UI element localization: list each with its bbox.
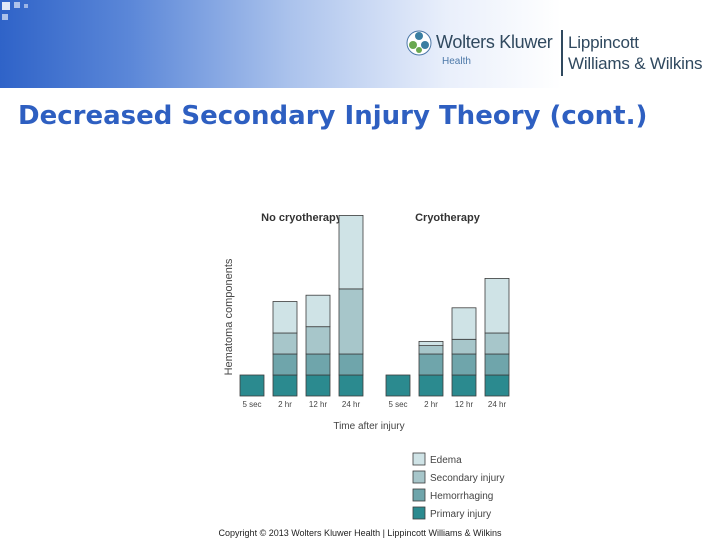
x-tick-label: 12 hr (455, 400, 474, 409)
bar-segment (305, 374, 331, 397)
bar-segment (418, 374, 444, 397)
brand-divider (561, 30, 563, 76)
legend-swatch (412, 506, 426, 520)
slide-title: Decreased Secondary Injury Theory (cont.… (18, 101, 648, 131)
x-tick-label: 24 hr (488, 400, 507, 409)
wolters-kluwer-logo-icon (406, 30, 432, 56)
header-band (0, 0, 720, 88)
bar-segment (338, 353, 364, 376)
bar-segment (305, 353, 331, 376)
bar-segment (451, 353, 477, 376)
bar-segment (305, 326, 331, 355)
bar-segment (272, 374, 298, 397)
bar-segment (418, 345, 444, 355)
brand-subtitle: Health (442, 56, 471, 67)
x-tick-label: 5 sec (388, 400, 407, 409)
legend-swatch (412, 488, 426, 502)
decorative-square (24, 4, 28, 8)
hematoma-chart: Hematoma components No cryotherapy 5 sec 2 … (223, 212, 510, 520)
bar-segment (451, 307, 477, 340)
decorative-square (14, 2, 20, 8)
publisher-brand: Wolters Kluwer Health Lippincott William… (406, 30, 716, 78)
bar-segment (385, 374, 411, 397)
copyright-footer: Copyright © 2013 Wolters Kluwer Health |… (218, 528, 502, 538)
bar-segment (272, 332, 298, 355)
bar-segment (451, 338, 477, 355)
bar-segment (239, 374, 265, 397)
bar-segment (484, 374, 510, 397)
legend-label: Hemorrhaging (430, 491, 493, 502)
bar-segment (272, 353, 298, 376)
bar-segment (484, 278, 510, 334)
x-axis-label: Time after injury (333, 421, 404, 432)
y-axis-label: Hematoma components (223, 258, 235, 375)
legend-label: Edema (430, 455, 462, 466)
x-tick-label: 24 hr (342, 400, 361, 409)
decorative-square (2, 2, 10, 10)
panel-title: Cryotherapy (415, 212, 481, 224)
legend-label: Primary injury (430, 509, 491, 520)
bar-segment (418, 340, 444, 346)
bar-segment (484, 332, 510, 355)
brand-name: Wolters Kluwer (436, 32, 553, 52)
legend-label: Secondary injury (430, 473, 504, 484)
panel-title: No cryotherapy (261, 212, 343, 224)
bar-segment (484, 353, 510, 376)
bar-segment (338, 288, 364, 355)
x-tick-label: 5 sec (242, 400, 261, 409)
bar-segment (272, 301, 298, 334)
x-tick-label: 2 hr (424, 400, 438, 409)
x-tick-label: 12 hr (309, 400, 328, 409)
partner-line-2: Williams & Wilkins (568, 54, 703, 73)
x-tick-label: 2 hr (278, 400, 292, 409)
partner-brand: Lippincott Williams & Wilkins (568, 32, 702, 74)
legend-swatch (412, 452, 426, 466)
partner-line-1: Lippincott (568, 33, 639, 52)
bar-segment (305, 294, 331, 328)
bar-segment (338, 214, 364, 290)
bar-segment (451, 374, 477, 397)
legend-swatch (412, 470, 426, 484)
decorative-square (2, 14, 8, 20)
bar-segment (338, 374, 364, 397)
bar-segment (418, 353, 444, 376)
